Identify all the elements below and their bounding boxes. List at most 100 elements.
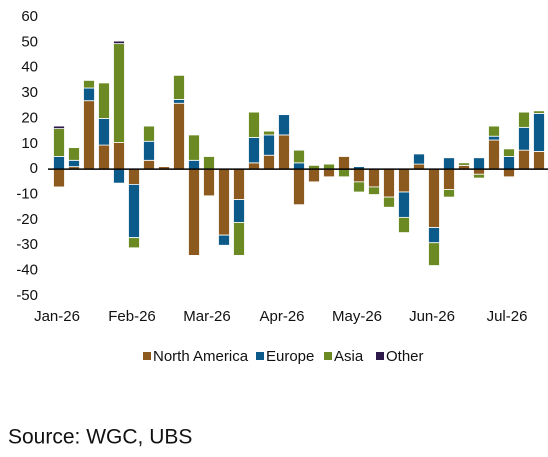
bar-segment bbox=[113, 142, 125, 170]
bar-segment bbox=[68, 159, 80, 168]
bar-segment bbox=[533, 151, 545, 170]
bar-segment bbox=[518, 126, 530, 151]
bar-segment bbox=[533, 112, 545, 152]
source-note: Source: WGC, UBS bbox=[8, 426, 192, 449]
legend-label: North America bbox=[153, 348, 249, 365]
bar-segment bbox=[53, 168, 65, 188]
bar-segment bbox=[383, 196, 395, 208]
y-tick-label: 10 bbox=[21, 135, 38, 152]
bar-segment bbox=[173, 99, 185, 104]
bar-segment bbox=[398, 168, 410, 193]
bar-segment bbox=[473, 157, 485, 170]
y-tick-label: -30 bbox=[16, 236, 38, 253]
bar-segment bbox=[173, 102, 185, 170]
bar-segment bbox=[518, 111, 530, 128]
bar-segment bbox=[188, 134, 200, 161]
y-tick-label: -20 bbox=[16, 211, 38, 228]
bar-segment bbox=[83, 100, 95, 170]
bar-segment bbox=[98, 82, 110, 119]
bar-segment bbox=[263, 154, 275, 170]
bar-segment bbox=[488, 135, 500, 141]
legend-label: Other bbox=[386, 348, 424, 365]
bar-segment bbox=[353, 181, 365, 193]
bar-segment bbox=[368, 186, 380, 195]
bar-segment bbox=[128, 237, 140, 249]
bar-segment bbox=[53, 125, 65, 130]
bar-segment bbox=[113, 40, 125, 45]
bar-segment bbox=[128, 183, 140, 239]
bar-segment bbox=[338, 156, 350, 170]
bar-segment bbox=[383, 168, 395, 198]
bar-segment bbox=[233, 199, 245, 223]
bar-segment bbox=[98, 118, 110, 146]
bar-segment bbox=[143, 159, 155, 170]
bar-segment bbox=[53, 128, 65, 157]
y-tick-label: 20 bbox=[21, 109, 38, 126]
bar-segment bbox=[293, 149, 305, 164]
x-tick-label: May-26 bbox=[332, 308, 382, 325]
bar-segment bbox=[338, 168, 350, 178]
bar-segment bbox=[398, 191, 410, 218]
bar-segment bbox=[173, 74, 185, 100]
bar-segment bbox=[428, 242, 440, 266]
x-tick-label: Jun-26 bbox=[409, 308, 455, 325]
bar-segment bbox=[473, 168, 485, 175]
bar-segment bbox=[413, 163, 425, 170]
bar-segment bbox=[443, 189, 455, 198]
bar-segment bbox=[503, 156, 515, 170]
bar-segment bbox=[83, 87, 95, 102]
bar-segment bbox=[263, 134, 275, 156]
bar-segment bbox=[488, 139, 500, 170]
y-tick-label: 60 bbox=[21, 8, 38, 25]
x-tick-label: Mar-26 bbox=[183, 308, 231, 325]
x-tick-label: Jul-26 bbox=[487, 308, 528, 325]
bar-segment bbox=[503, 168, 515, 178]
y-tick-label: 50 bbox=[21, 33, 38, 50]
bar-segment bbox=[113, 43, 125, 143]
bar-segment bbox=[188, 168, 200, 256]
bar-segment bbox=[113, 168, 125, 184]
bar-segment bbox=[308, 168, 320, 183]
bar-segment bbox=[188, 159, 200, 170]
bar-segment bbox=[428, 227, 440, 244]
y-tick-label: 30 bbox=[21, 84, 38, 101]
bar-segment bbox=[233, 222, 245, 256]
bar-segment bbox=[503, 148, 515, 157]
bar-segment bbox=[128, 168, 140, 185]
bar-segment bbox=[53, 156, 65, 170]
bar-segment bbox=[323, 163, 335, 170]
bar-segment bbox=[143, 125, 155, 142]
bar-segment bbox=[218, 168, 230, 236]
x-tick-label: Jan-26 bbox=[34, 308, 80, 325]
legend-swatch bbox=[143, 352, 151, 360]
bar-segment bbox=[398, 216, 410, 233]
bar-segment bbox=[323, 168, 335, 178]
legend-swatch bbox=[256, 352, 264, 360]
bar-segment bbox=[218, 234, 230, 246]
bar-segment bbox=[233, 168, 245, 201]
y-tick-label: 40 bbox=[21, 59, 38, 76]
bar-segment bbox=[293, 168, 305, 206]
bar-segment bbox=[353, 168, 365, 183]
legend-swatch bbox=[324, 352, 332, 360]
legend-label: Asia bbox=[334, 348, 364, 365]
y-tick-label: 0 bbox=[30, 160, 38, 177]
bar-segment bbox=[278, 134, 290, 170]
bar-segment bbox=[68, 147, 80, 161]
y-tick-label: -40 bbox=[16, 262, 38, 279]
bar-segment bbox=[488, 125, 500, 137]
bar-segment bbox=[248, 137, 260, 164]
legend-label: Europe bbox=[266, 348, 314, 365]
bar-segment bbox=[203, 156, 215, 170]
bar-segment bbox=[458, 162, 470, 166]
bar-segment bbox=[83, 80, 95, 89]
bar-segment bbox=[533, 110, 545, 114]
x-tick-label: Apr-26 bbox=[259, 308, 304, 325]
bar-segment bbox=[263, 130, 275, 136]
bar-segment bbox=[473, 173, 485, 179]
bar-segment bbox=[248, 111, 260, 138]
bar-segment bbox=[203, 168, 215, 197]
bar-segment bbox=[293, 162, 305, 170]
bar-segment bbox=[518, 149, 530, 170]
